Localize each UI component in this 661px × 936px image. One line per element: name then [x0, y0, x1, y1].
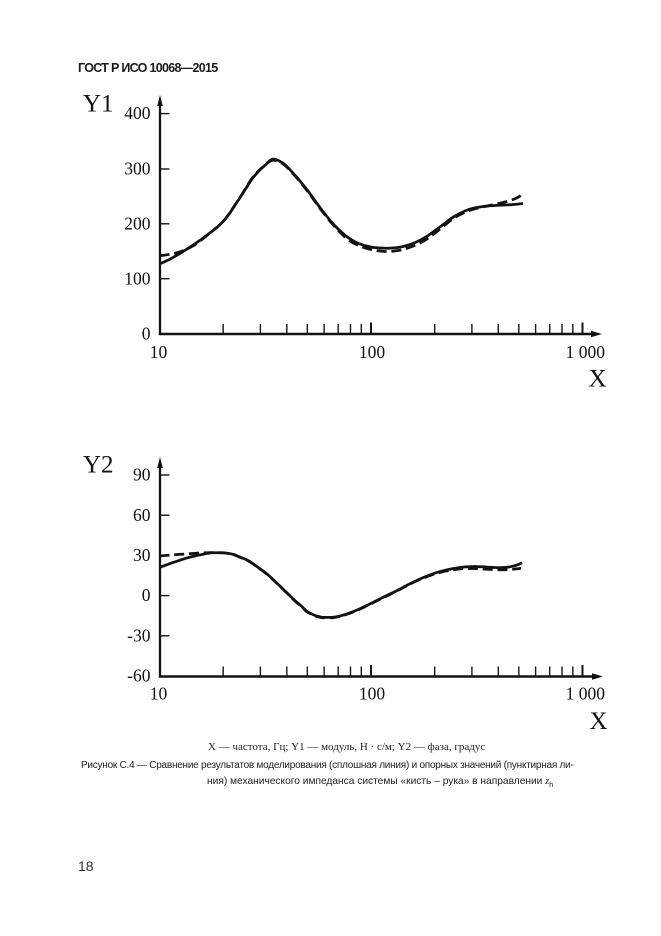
- svg-text:0: 0: [142, 585, 151, 605]
- svg-text:10: 10: [150, 683, 168, 703]
- svg-text:X: X: [590, 708, 608, 735]
- svg-text:100: 100: [359, 683, 386, 703]
- svg-text:90: 90: [133, 465, 151, 485]
- svg-text:1 000: 1 000: [566, 342, 606, 362]
- svg-text:60: 60: [133, 505, 151, 525]
- svg-text:400: 400: [124, 103, 151, 123]
- svg-text:30: 30: [133, 545, 151, 565]
- svg-text:Y1: Y1: [83, 91, 114, 118]
- svg-text:200: 200: [124, 213, 151, 233]
- svg-text:-60: -60: [127, 666, 151, 686]
- svg-text:-30: -30: [127, 625, 151, 645]
- svg-text:1 000: 1 000: [566, 683, 606, 703]
- svg-text:10: 10: [150, 342, 168, 362]
- svg-text:Y2: Y2: [83, 452, 114, 479]
- svg-text:0: 0: [142, 323, 151, 343]
- svg-text:300: 300: [124, 159, 151, 179]
- svg-text:100: 100: [124, 268, 151, 288]
- svg-text:100: 100: [359, 342, 386, 362]
- svg-text:X: X: [589, 366, 607, 393]
